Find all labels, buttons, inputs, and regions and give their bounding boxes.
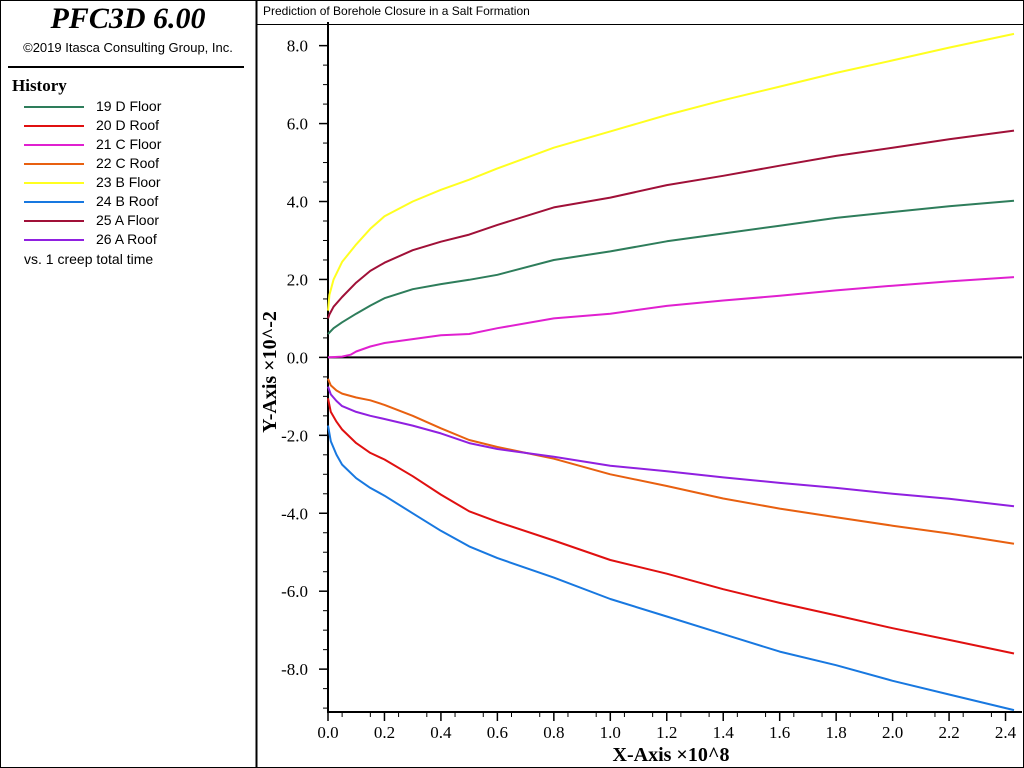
legend-swatch [24,125,84,127]
series-line-23-b-floor [327,32,1015,311]
x-tick-label: 0.8 [543,723,564,742]
sidebar-panel: PFC3D 6.00 ©2019 Itasca Consulting Group… [0,0,256,768]
y-tick-label: -6.0 [281,582,308,601]
series-line-26-a-roof [327,386,1015,508]
x-tick-label: 1.6 [769,723,790,742]
legend-swatch [24,201,84,203]
x-tick-label: 1.0 [600,723,621,742]
series-line-20-d-roof [327,398,1015,655]
x-tick-label: 0.6 [487,723,508,742]
x-tick-label: 1.2 [656,723,677,742]
series-line-21-c-floor [327,276,1015,359]
x-tick-label: 2.2 [938,723,959,742]
legend-label: 22 C Roof [96,155,160,171]
x-tick-label: 0.2 [374,723,395,742]
x-tick-label: 1.8 [826,723,847,742]
y-tick-label: -8.0 [281,660,308,679]
legend-swatch [24,220,84,222]
y-axis-label: Y-Axis ×10^-2 [259,311,281,433]
copyright-text: ©2019 Itasca Consulting Group, Inc. [23,40,233,55]
legend-label: 24 B Roof [96,193,159,209]
series-line-19-d-floor [327,199,1015,335]
series-line-24-b-roof [327,425,1015,712]
legend-swatch [24,239,84,241]
legend-label: 23 B Floor [96,174,161,190]
legend-label: 21 C Floor [96,136,162,152]
legend-swatch [24,144,84,146]
legend-swatch [24,106,84,108]
legend-label: 25 A Floor [96,212,160,228]
series-line-22-c-roof [327,378,1015,545]
y-tick-label: 6.0 [287,115,308,134]
y-tick-label: -2.0 [281,426,308,445]
x-tick-label: 1.4 [713,723,735,742]
legend-label: 20 D Roof [96,117,160,133]
legend-swatch [24,163,84,165]
x-tick-label: 2.0 [882,723,903,742]
y-tick-label: 0.0 [287,348,308,367]
x-tick-label: 0.0 [317,723,338,742]
x-tick-label: 0.4 [430,723,452,742]
history-heading: History [12,76,67,95]
x-tick-label: 2.4 [995,723,1017,742]
y-tick-label: 4.0 [287,193,308,212]
app-title: PFC3D 6.00 [50,2,206,35]
y-tick-label: 2.0 [287,270,308,289]
legend-swatch [24,182,84,184]
history-vs-label: vs. 1 creep total time [24,251,154,267]
legend-label: 26 A Roof [96,231,157,247]
y-tick-label: 8.0 [287,37,308,56]
sidebar-divider [8,66,244,68]
chart-title: Prediction of Borehole Closure in a Salt… [263,4,530,18]
y-tick-label: -4.0 [281,504,308,523]
series-line-25-a-floor [327,129,1015,319]
legend-label: 19 D Floor [96,98,162,114]
x-axis-label: X-Axis ×10^8 [613,744,730,766]
